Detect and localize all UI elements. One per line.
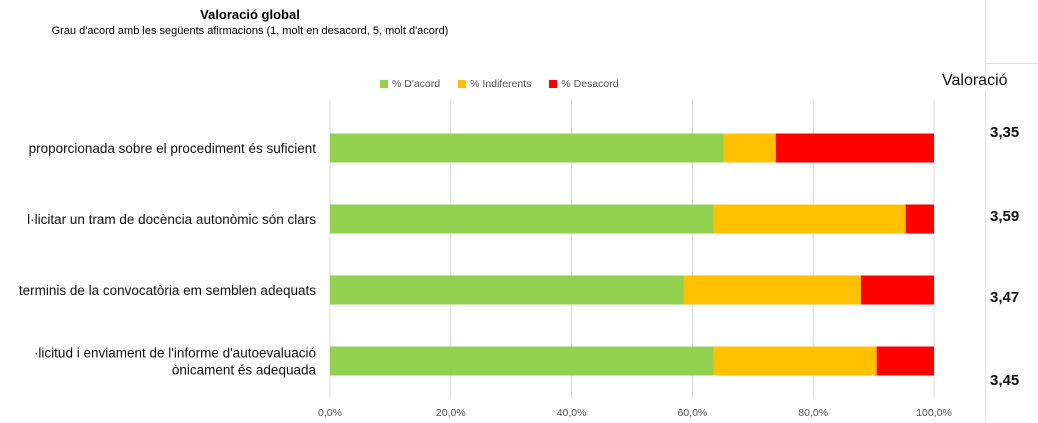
score-header-divider	[986, 63, 1038, 64]
legend-item-agree: % D'acord	[380, 78, 440, 90]
legend-item-disagree: % Desacord	[549, 78, 619, 90]
bar-segment	[723, 133, 776, 163]
bar-segment	[713, 346, 877, 376]
bar-segment	[713, 204, 906, 234]
legend-swatch-disagree	[549, 80, 558, 88]
bar-segment	[860, 275, 934, 305]
x-tick-label: 80,0%	[798, 407, 828, 419]
score-value: 3,47	[990, 289, 1020, 306]
legend-item-neutral: % Indiferents	[458, 78, 531, 90]
legend-swatch-neutral	[458, 80, 467, 88]
category-label: terminis de la convocatòria em semblen a…	[19, 283, 316, 298]
chart-title: Valoració global	[200, 7, 300, 22]
score-value: 3,45	[990, 372, 1020, 389]
x-tick-label: 0,0%	[318, 407, 342, 419]
category-label: l·licitar un tram de docència autonòmic …	[27, 212, 316, 227]
category-label: ·licitud i enviament de l'informe d'auto…	[34, 346, 316, 361]
bar-segment	[775, 133, 934, 163]
category-label: proporcionada sobre el procediment és su…	[29, 141, 317, 156]
bar-segment	[683, 275, 861, 305]
x-tick-label: 100,0%	[916, 407, 952, 419]
score-column-header: Valoració	[942, 72, 1014, 90]
legend-swatch-agree	[380, 80, 388, 88]
legend-label-agree: % D'acord	[392, 78, 441, 90]
score-value: 3,59	[990, 208, 1020, 225]
stacked-bar-plot: 0,0% 20,0% 40,0% 60,0% 80,0% 100,0% proporcion…	[19, 100, 952, 419]
bar-segment	[905, 204, 934, 234]
category-label: ònicament és adequada	[172, 363, 317, 378]
chart-subtitle: Grau d'acord amb les següents afirmacion…	[51, 25, 449, 37]
chart-legend: % D'acord % Indiferents % Desacord	[380, 78, 619, 90]
bar-segment	[330, 133, 724, 163]
score-panel	[985, 0, 1038, 423]
x-tick-label: 40,0%	[557, 407, 587, 419]
bar-segment	[330, 275, 684, 305]
x-tick-label: 20,0%	[436, 407, 466, 419]
legend-label-disagree: % Desacord	[561, 78, 619, 90]
bar-segment	[330, 346, 714, 376]
legend-label-neutral: % Indiferents	[470, 78, 532, 90]
bar-segment	[330, 204, 714, 234]
bar-segment	[876, 346, 934, 376]
score-value: 3,35	[990, 124, 1020, 141]
x-tick-label: 60,0%	[678, 407, 708, 419]
